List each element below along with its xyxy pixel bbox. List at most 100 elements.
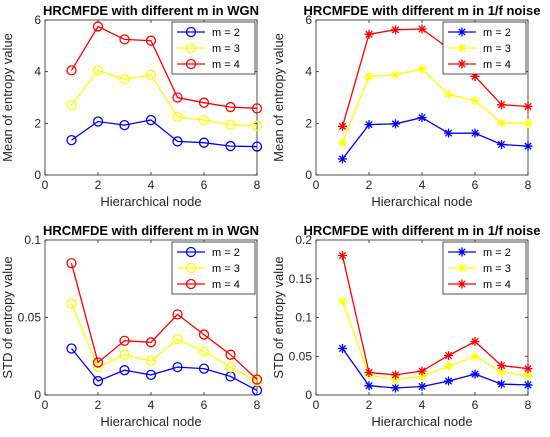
chart-panel-2: HRCMFDE with different m in 1/f noise 0 2 4… bbox=[271, 3, 540, 209]
x-tick-label: 2 bbox=[366, 178, 373, 192]
data-point bbox=[225, 101, 236, 113]
y-tick-label: 0 bbox=[34, 388, 41, 402]
data-point bbox=[417, 366, 427, 376]
x-tick-label: 6 bbox=[201, 178, 208, 192]
x-tick-label: 8 bbox=[525, 398, 532, 412]
data-point bbox=[198, 97, 210, 108]
y-tick-label: 0.2 bbox=[295, 233, 312, 247]
legend-label: m = 4 bbox=[212, 59, 240, 71]
chart-title: HRCMFDE with different m in 1/f noise bbox=[304, 3, 541, 18]
legend-label: m = 2 bbox=[212, 27, 240, 39]
chart-panel-1: HRCMFDE with different m in WGN 0 2 4 6 8 0 2 4 6… bbox=[0, 3, 263, 209]
data-point bbox=[251, 103, 263, 114]
y-axis-label: STD of entropy value bbox=[271, 256, 286, 378]
data-point bbox=[251, 120, 263, 132]
y-tick-label: 2 bbox=[305, 116, 312, 130]
x-axis-label: Hierarchical node bbox=[371, 414, 472, 429]
data-point bbox=[470, 96, 480, 106]
data-point bbox=[417, 371, 427, 381]
data-point bbox=[92, 116, 104, 127]
data-point bbox=[198, 346, 210, 357]
legend-marker bbox=[457, 59, 467, 69]
y-tick-label: 0 bbox=[34, 168, 41, 182]
series-line-m3 bbox=[341, 300, 529, 381]
legend-marker bbox=[185, 262, 197, 274]
data-point bbox=[119, 119, 130, 131]
data-point bbox=[225, 349, 236, 360]
legend-marker bbox=[185, 58, 197, 70]
data-point bbox=[172, 334, 183, 345]
data-point bbox=[391, 119, 400, 129]
data-point bbox=[470, 128, 480, 138]
data-point bbox=[172, 111, 183, 123]
chart-panel-3: HRCMFDE with different m in WGN 0 2 4 6 8 0 0.0… bbox=[0, 223, 263, 429]
legend-label: m = 4 bbox=[212, 279, 240, 291]
data-point bbox=[417, 24, 427, 34]
y-tick-label: 0.05 bbox=[18, 311, 42, 325]
data-point bbox=[470, 351, 480, 361]
chart-panel-4: HRCMFDE with different m in 1/f noise 0 2 4… bbox=[271, 223, 540, 429]
data-point bbox=[444, 376, 453, 386]
data-point bbox=[145, 337, 157, 348]
x-tick-label: 6 bbox=[201, 398, 208, 412]
data-point bbox=[66, 100, 77, 111]
data-point bbox=[444, 128, 453, 138]
x-tick-label: 8 bbox=[525, 178, 532, 192]
data-point bbox=[225, 119, 236, 130]
legend-marker bbox=[457, 43, 467, 53]
x-tick-label: 6 bbox=[472, 178, 479, 192]
data-point bbox=[198, 115, 210, 126]
data-point bbox=[145, 35, 157, 46]
legend-marker bbox=[457, 247, 467, 257]
data-point bbox=[66, 65, 77, 76]
x-tick-label: 4 bbox=[148, 398, 155, 412]
data-point bbox=[66, 298, 77, 309]
data-point bbox=[391, 70, 400, 80]
x-tick-label: 2 bbox=[95, 178, 102, 192]
y-tick-label: 0.1 bbox=[24, 233, 41, 247]
x-axis-label: Hierarchical node bbox=[100, 194, 201, 209]
data-point bbox=[338, 138, 347, 148]
data-point bbox=[92, 357, 104, 368]
x-tick-label: 4 bbox=[419, 178, 426, 192]
data-point bbox=[145, 114, 157, 126]
data-point bbox=[225, 361, 236, 373]
x-tick-label: 2 bbox=[95, 398, 102, 412]
legend-marker bbox=[457, 27, 467, 37]
y-tick-label: 6 bbox=[34, 13, 41, 27]
legend-marker bbox=[185, 26, 197, 38]
x-axis-label: Hierarchical node bbox=[100, 414, 201, 429]
data-point bbox=[391, 383, 400, 393]
series-line-m4 bbox=[70, 263, 258, 380]
y-tick-label: 4 bbox=[305, 65, 312, 79]
x-tick-label: 8 bbox=[254, 398, 261, 412]
data-point bbox=[338, 296, 347, 306]
legend-label: m = 3 bbox=[212, 43, 240, 55]
data-point bbox=[145, 369, 157, 381]
legend-label: m = 4 bbox=[483, 279, 511, 291]
legend-marker bbox=[185, 278, 197, 290]
legend: m = 2 m = 3 m = 4 bbox=[442, 241, 527, 295]
data-point bbox=[172, 309, 183, 320]
data-point bbox=[523, 141, 533, 151]
data-point bbox=[523, 102, 533, 112]
data-point bbox=[198, 137, 210, 148]
data-point bbox=[66, 258, 77, 269]
data-point bbox=[145, 355, 157, 367]
data-point bbox=[523, 118, 533, 128]
legend-label: m = 2 bbox=[483, 247, 511, 259]
data-point bbox=[66, 134, 77, 146]
data-point bbox=[470, 337, 480, 347]
legend: m = 2 m = 3 m = 4 bbox=[171, 241, 256, 295]
data-point bbox=[444, 361, 453, 371]
data-point bbox=[92, 65, 104, 76]
data-point bbox=[119, 335, 130, 346]
data-point bbox=[470, 369, 480, 379]
y-axis-label: STD of entropy value bbox=[0, 256, 15, 378]
data-point bbox=[92, 375, 104, 387]
data-point bbox=[364, 120, 374, 130]
x-tick-label: 0 bbox=[42, 178, 49, 192]
y-tick-label: 2 bbox=[34, 116, 41, 130]
y-tick-label: 0 bbox=[305, 388, 312, 402]
